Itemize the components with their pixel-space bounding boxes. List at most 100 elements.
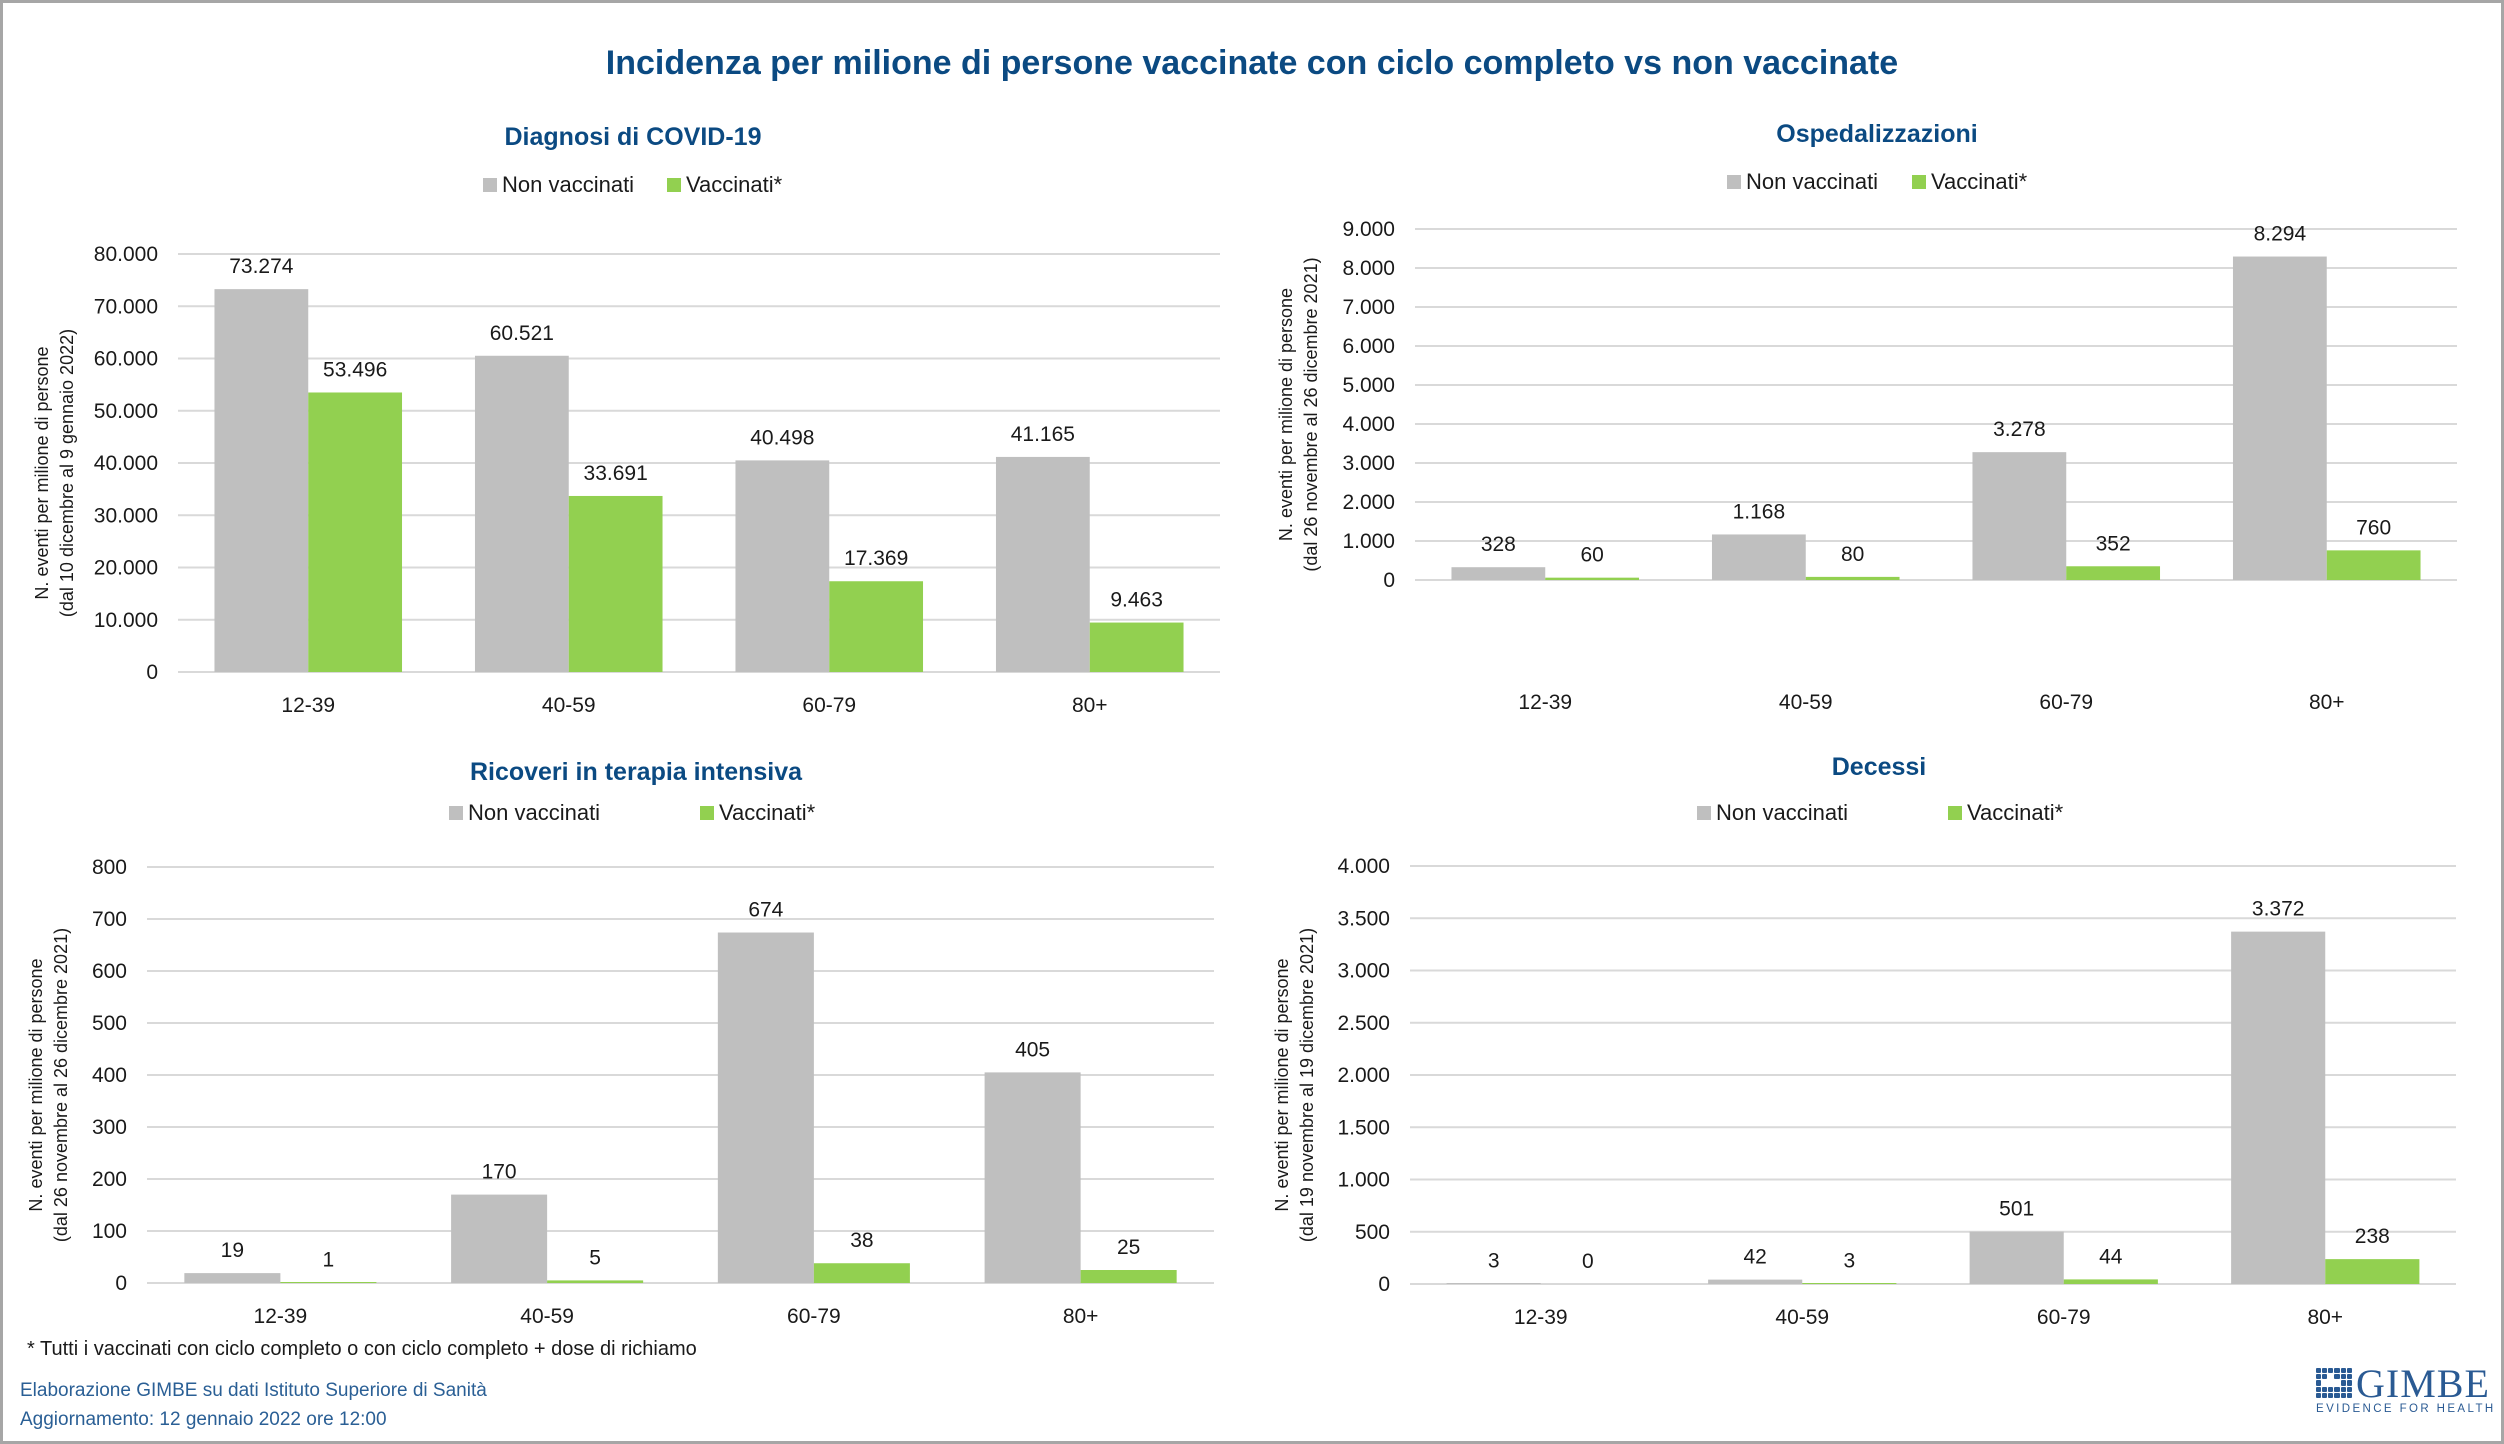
data-label: 60.521 (490, 322, 554, 345)
logo-dot (2334, 1386, 2340, 1392)
chart-title: Diagnosi di COVID-19 (505, 123, 762, 151)
data-label: 170 (482, 1161, 517, 1184)
y-tick-label: 1.000 (1337, 1169, 1390, 1192)
bar-non-vaccinati (214, 289, 309, 672)
logo-dot (2322, 1392, 2328, 1398)
y-tick-label: 500 (92, 1012, 127, 1035)
logo-dot (2316, 1386, 2322, 1392)
data-label: 73.274 (229, 255, 294, 278)
x-category-label: 40-59 (1775, 1306, 1829, 1329)
bar-non-vaccinati (1446, 1283, 1541, 1284)
legend-swatch (700, 806, 714, 820)
y-tick-label: 600 (92, 960, 127, 983)
logo-dot (2328, 1386, 2334, 1392)
logo-dot (2334, 1380, 2340, 1386)
logo-dot (2328, 1374, 2334, 1380)
legend-item-vaccinati: Vaccinati* (1948, 800, 2064, 825)
chart-title: Decessi (1832, 753, 1927, 781)
data-label: 0 (1582, 1250, 1594, 1273)
y-tick-label: 1.500 (1337, 1116, 1390, 1139)
y-tick-label: 300 (92, 1116, 127, 1139)
bar-non-vaccinati (184, 1273, 281, 1283)
y-tick-label: 1.000 (1342, 530, 1395, 553)
footnote: * Tutti i vaccinati con ciclo completo o… (27, 1338, 697, 1360)
data-label: 53.496 (323, 358, 387, 381)
data-label: 5 (589, 1246, 601, 1269)
y-tick-label: 7.000 (1342, 296, 1395, 319)
main-title: Incidenza per milione di persone vaccina… (605, 44, 1899, 82)
y-tick-label: 80.000 (94, 243, 158, 266)
logo-dot (2334, 1374, 2340, 1380)
data-label: 352 (2096, 532, 2131, 555)
data-label: 3 (1843, 1250, 1855, 1273)
logo-tagline: EVIDENCE FOR HEALTH (2316, 1403, 2496, 1415)
data-label: 1.168 (1733, 500, 1786, 523)
y-axis-label: N. eventi per milione di persone (32, 346, 52, 599)
logo-dot (2340, 1392, 2346, 1398)
legend-label: Non vaccinati (502, 172, 634, 197)
x-category-label: 80+ (2309, 691, 2345, 714)
x-category-label: 40-59 (520, 1305, 574, 1328)
data-label: 19 (221, 1239, 244, 1262)
logo-dot (2322, 1386, 2328, 1392)
logo-dot (2346, 1374, 2352, 1380)
y-tick-label: 3.000 (1337, 960, 1390, 983)
logo-dot (2340, 1368, 2346, 1374)
legend-item-non-vaccinati: Non vaccinati (483, 172, 634, 197)
y-tick-label: 40.000 (94, 452, 158, 475)
y-tick-label: 800 (92, 856, 127, 879)
x-category-label: 40-59 (542, 694, 596, 717)
bar-non-vaccinati (717, 932, 814, 1283)
y-tick-label: 70.000 (94, 295, 158, 318)
legend-swatch (667, 178, 681, 192)
x-category-label: 40-59 (1779, 691, 1833, 714)
bar-vaccinati (547, 1280, 644, 1283)
legend-item-vaccinati: Vaccinati* (700, 800, 816, 825)
y-tick-label: 700 (92, 908, 127, 931)
data-label: 41.165 (1011, 423, 1075, 446)
source-note: Elaborazione GIMBE su dati Istituto Supe… (20, 1376, 487, 1434)
legend-label: Non vaccinati (1746, 169, 1878, 194)
bar-non-vaccinati (735, 460, 830, 672)
y-tick-label: 2.000 (1337, 1064, 1390, 1087)
logo-dot (2340, 1386, 2346, 1392)
legend-label: Vaccinati* (1931, 169, 2028, 194)
x-category-label: 60-79 (2039, 691, 2093, 714)
y-tick-label: 6.000 (1342, 335, 1395, 358)
data-label: 8.294 (2254, 223, 2307, 246)
legend-swatch (449, 806, 463, 820)
y-tick-label: 4.000 (1342, 413, 1395, 436)
x-category-label: 12-39 (1518, 691, 1572, 714)
data-label: 60 (1580, 544, 1603, 567)
bar-non-vaccinati (984, 1072, 1081, 1283)
legend-item-non-vaccinati: Non vaccinati (1697, 800, 1848, 825)
y-tick-label: 200 (92, 1168, 127, 1191)
source-line: Elaborazione GIMBE su dati Istituto Supe… (20, 1380, 487, 1401)
bar-vaccinati (813, 1263, 910, 1283)
gimbe-logo: GIMBE EVIDENCE FOR HEALTH (2316, 1361, 2493, 1422)
logo-dot (2346, 1386, 2352, 1392)
x-category-label: 12-39 (281, 694, 335, 717)
y-tick-label: 30.000 (94, 504, 158, 527)
legend-swatch (1697, 806, 1711, 820)
bar-vaccinati (1089, 622, 1184, 672)
x-category-label: 80+ (1063, 1305, 1099, 1328)
y-tick-label: 2.500 (1337, 1012, 1390, 1035)
logo-dot (2322, 1368, 2328, 1374)
data-label: 3 (1488, 1250, 1500, 1273)
data-label: 674 (748, 899, 783, 922)
bar-vaccinati (829, 581, 924, 672)
logo-dot (2322, 1374, 2328, 1380)
logo-dot (2346, 1392, 2352, 1398)
y-tick-label: 9.000 (1342, 218, 1395, 241)
bar-vaccinati (2326, 550, 2421, 580)
x-category-label: 60-79 (787, 1305, 841, 1328)
legend-item-vaccinati: Vaccinati* (1912, 169, 2028, 194)
legend-item-non-vaccinati: Non vaccinati (1727, 169, 1878, 194)
bar-vaccinati (2325, 1259, 2420, 1284)
y-tick-label: 50.000 (94, 400, 158, 423)
